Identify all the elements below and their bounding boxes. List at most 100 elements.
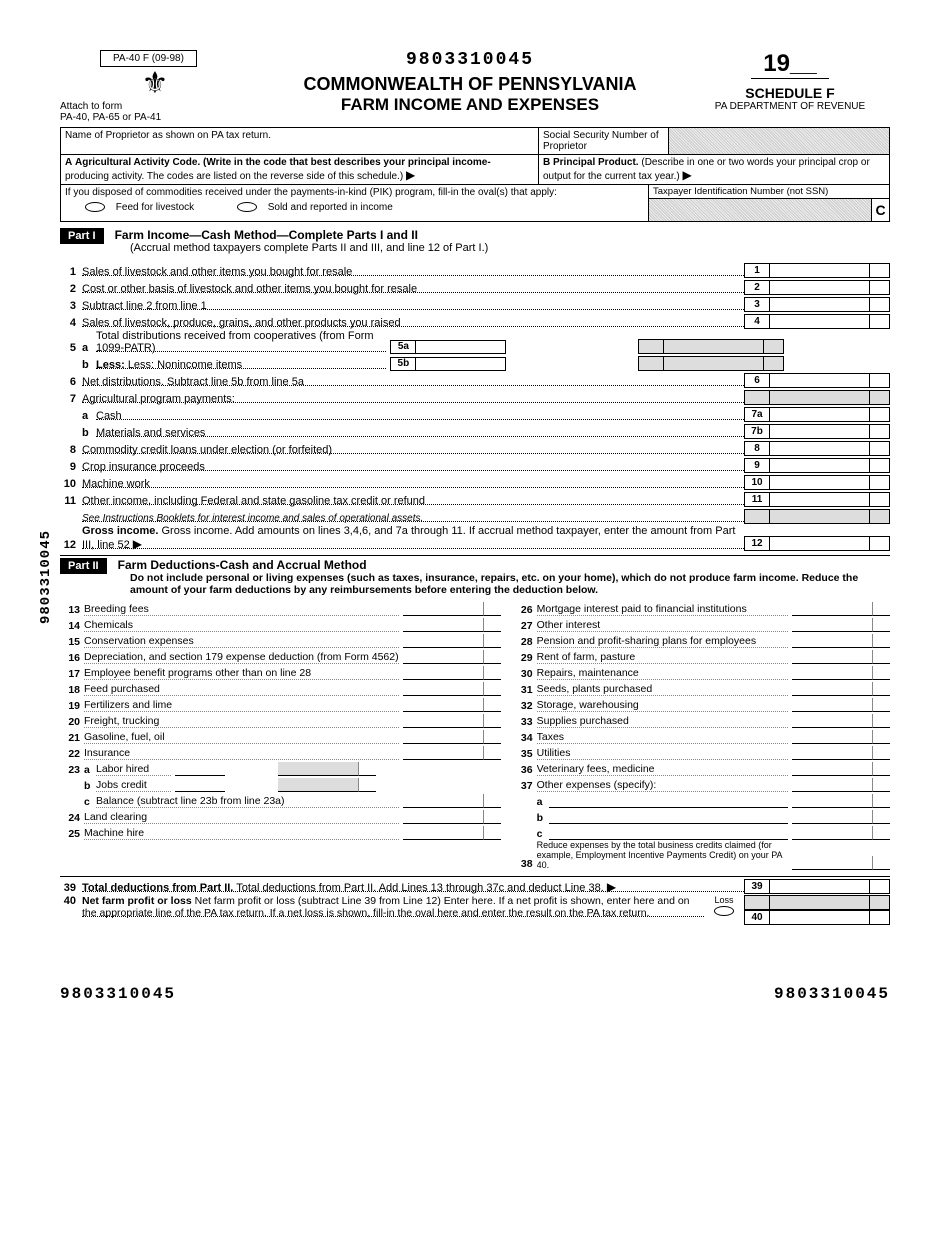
line-37a-text[interactable] [549, 807, 788, 808]
line-6-box: 6 [744, 373, 770, 388]
line-16-value[interactable] [403, 650, 483, 664]
line-33-value[interactable] [792, 714, 872, 728]
line-22-num: 22 [60, 748, 84, 760]
line-7b-value[interactable] [770, 424, 870, 439]
line-35-value[interactable] [792, 746, 872, 760]
line-23c-text: Balance (subtract line 23b from line 23a… [96, 795, 399, 808]
part1-title: Farm Income—Cash Method—Complete Parts I… [115, 228, 418, 242]
line-3-num: 3 [60, 300, 82, 312]
line-26-text: Mortgage interest paid to financial inst… [537, 603, 788, 616]
line-34-value[interactable] [792, 730, 872, 744]
line-40-box: 40 [744, 910, 770, 925]
line-15-value[interactable] [403, 634, 483, 648]
line-1-value[interactable] [770, 263, 870, 278]
line-37a-value[interactable] [792, 794, 872, 808]
line-40-value[interactable] [770, 910, 870, 925]
line-32-value[interactable] [792, 698, 872, 712]
line-26-value[interactable] [792, 602, 872, 616]
line-11-value[interactable] [770, 492, 870, 507]
line-32-text: Storage, warehousing [537, 699, 788, 712]
line-23c-value[interactable] [403, 794, 483, 808]
line-25-num: 25 [60, 828, 84, 840]
line-9-value[interactable] [770, 458, 870, 473]
line-37-value[interactable] [792, 778, 872, 792]
pik-instruction: If you disposed of commodities received … [65, 187, 644, 198]
line-16-num: 16 [60, 652, 84, 664]
line-39-num: 39 [60, 882, 82, 894]
line-18-value[interactable] [403, 682, 483, 696]
line-36-text: Veterinary fees, medicine [537, 763, 788, 776]
part2-note: Do not include personal or living expens… [130, 572, 890, 596]
line-5b-boxnum: 5b [390, 357, 416, 371]
line-22-value[interactable] [403, 746, 483, 760]
line-23b-mid[interactable] [175, 778, 225, 792]
line-38-value[interactable] [792, 856, 872, 870]
line-39-value[interactable] [770, 879, 870, 894]
attach-label: Attach to form [60, 101, 250, 112]
line-31-num: 31 [513, 684, 537, 696]
line-37b-value[interactable] [792, 810, 872, 824]
line-26-num: 26 [513, 604, 537, 616]
line-13-text: Breeding fees [84, 603, 399, 616]
line-35-text: Utilities [537, 747, 788, 760]
line-11-box: 11 [744, 492, 770, 507]
line-30-value[interactable] [792, 666, 872, 680]
line-13-value[interactable] [403, 602, 483, 616]
line-37b-text[interactable] [549, 823, 788, 824]
line-27-text: Other interest [537, 619, 788, 632]
line-23-num: 23 [60, 764, 84, 776]
line-5b-value[interactable] [416, 357, 506, 371]
line-5a-value[interactable] [416, 340, 506, 354]
line-34-num: 34 [513, 732, 537, 744]
line-29-value[interactable] [792, 650, 872, 664]
line-37b-sub: b [537, 812, 549, 824]
ssn-field[interactable] [669, 128, 889, 154]
line-19-num: 19 [60, 700, 84, 712]
line-16-text: Depreciation, and section 179 expense de… [84, 651, 399, 664]
line-11-num: 11 [60, 495, 82, 507]
line-7-num: 7 [60, 393, 82, 405]
line-2-box: 2 [744, 280, 770, 295]
line-23a-mid[interactable] [175, 762, 225, 776]
line-25-text: Machine hire [84, 827, 399, 840]
line-2-value[interactable] [770, 280, 870, 295]
line-5-num: 5 [60, 342, 82, 354]
line-17-text: Employee benefit programs other than on … [84, 667, 399, 680]
line-14-value[interactable] [403, 618, 483, 632]
line-12-value[interactable] [770, 536, 870, 551]
line-8-value[interactable] [770, 441, 870, 456]
line-17-value[interactable] [403, 666, 483, 680]
line-24-value[interactable] [403, 810, 483, 824]
loss-oval[interactable] [714, 906, 734, 916]
line-20-value[interactable] [403, 714, 483, 728]
part2-title: Farm Deductions-Cash and Accrual Method [118, 558, 367, 572]
line-37c-value[interactable] [792, 826, 872, 840]
line-37c-sub: c [537, 828, 549, 840]
line-34-text: Taxes [537, 731, 788, 744]
line-27-value[interactable] [792, 618, 872, 632]
tin-suffix-c: C [871, 199, 889, 221]
line-36-value[interactable] [792, 762, 872, 776]
tin-field[interactable] [649, 199, 871, 221]
pik-oval-feed[interactable] [85, 202, 105, 212]
line-23a-text: Labor hired [96, 763, 171, 776]
line-7a-value[interactable] [770, 407, 870, 422]
pik-oval-sold[interactable] [237, 202, 257, 212]
line-6-text: Net distributions. Subtract line 5b from… [82, 376, 744, 388]
line-6-value[interactable] [770, 373, 870, 388]
loss-label: Loss [704, 895, 744, 905]
line-20-num: 20 [60, 716, 84, 728]
line-31-value[interactable] [792, 682, 872, 696]
line-15-num: 15 [60, 636, 84, 648]
line-4-value[interactable] [770, 314, 870, 329]
line-10-box: 10 [744, 475, 770, 490]
line-28-text: Pension and profit-sharing plans for emp… [537, 635, 788, 648]
line-19-value[interactable] [403, 698, 483, 712]
line-22-text: Insurance [84, 747, 399, 760]
line-21-value[interactable] [403, 730, 483, 744]
line-23a-sub: a [84, 764, 96, 776]
line-10-value[interactable] [770, 475, 870, 490]
line-28-value[interactable] [792, 634, 872, 648]
line-25-value[interactable] [403, 826, 483, 840]
line-3-value[interactable] [770, 297, 870, 312]
